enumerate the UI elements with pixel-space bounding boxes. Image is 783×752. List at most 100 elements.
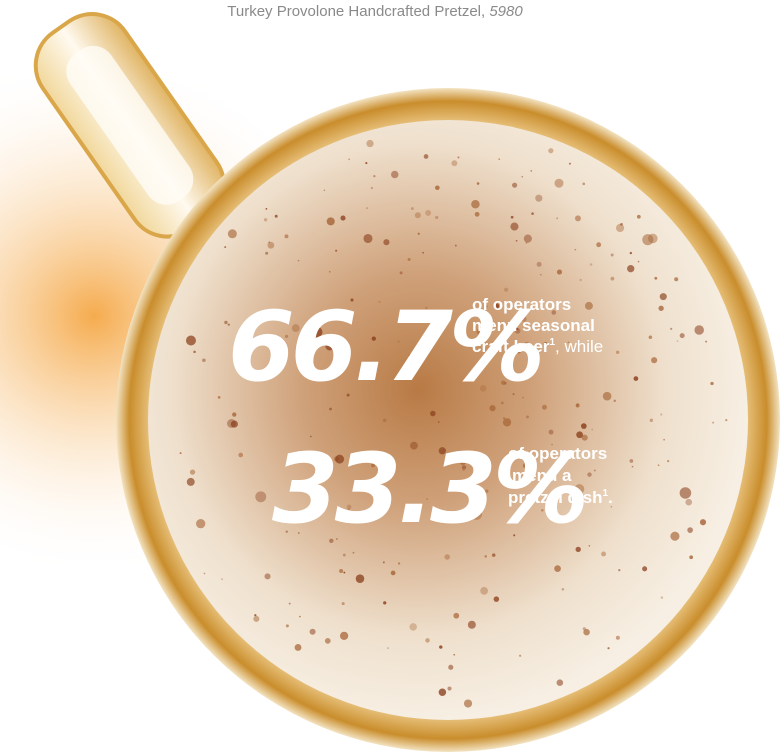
bubble: [676, 340, 679, 343]
bubble: [500, 401, 504, 405]
bubble: [366, 139, 374, 148]
bubble: [485, 305, 489, 308]
bubble: [453, 454, 456, 457]
label-line: menu seasonal: [472, 316, 595, 335]
bubble: [437, 421, 440, 423]
bubble: [629, 459, 634, 463]
bubble: [397, 340, 400, 343]
bubbles: [179, 139, 728, 708]
bubble: [574, 484, 585, 494]
bubble: [613, 399, 616, 403]
bubble: [667, 459, 670, 463]
bubble: [642, 234, 654, 246]
bubble: [470, 508, 483, 520]
bubble: [255, 491, 267, 503]
bubble: [512, 393, 515, 396]
bubble: [341, 602, 345, 606]
bubble: [576, 431, 583, 439]
footnote-mark: 1: [549, 337, 555, 348]
bubble: [365, 162, 368, 165]
bubble: [430, 410, 436, 417]
bubble: [451, 160, 458, 167]
bubble: [326, 217, 335, 226]
bubble: [186, 477, 195, 486]
bubble: [489, 405, 496, 412]
bubble: [299, 615, 301, 618]
bubble: [463, 699, 473, 708]
bubble: [339, 631, 349, 640]
bubble: [610, 253, 614, 257]
bubble: [217, 396, 221, 399]
bubble: [658, 305, 664, 311]
bubble: [520, 343, 524, 347]
bubble: [679, 333, 685, 339]
bubble: [193, 350, 196, 354]
bubble: [346, 504, 352, 510]
bubble: [439, 645, 443, 649]
bubble: [510, 215, 514, 219]
bubble: [224, 246, 227, 249]
bubble: [425, 306, 428, 310]
bubble: [663, 438, 665, 441]
stat-figure: 33.3%: [272, 433, 585, 545]
bubble: [551, 310, 557, 315]
bubble: [541, 509, 544, 512]
bubble: [561, 588, 565, 591]
bubble: [651, 357, 658, 364]
bubble: [435, 185, 440, 191]
bubble: [329, 407, 332, 411]
bubble: [574, 248, 577, 251]
bubble: [378, 300, 381, 303]
bubble: [584, 301, 593, 310]
bubble: [221, 578, 223, 581]
bubble: [268, 241, 271, 244]
bubble: [515, 239, 518, 242]
bubble: [556, 679, 564, 686]
bubble: [596, 242, 602, 248]
bubble: [382, 561, 385, 564]
bubble: [284, 334, 289, 338]
bubble: [425, 638, 430, 643]
bubble: [474, 211, 480, 217]
bubble: [224, 320, 228, 325]
bubble: [588, 545, 591, 547]
bubble: [291, 324, 300, 332]
bubble: [335, 454, 345, 464]
bubble: [493, 596, 500, 602]
bubble: [185, 335, 196, 346]
bubble: [414, 212, 421, 219]
bubble: [629, 251, 633, 255]
bubble: [568, 162, 571, 165]
bubble: [202, 358, 206, 363]
bubble: [386, 647, 389, 650]
bubble: [471, 200, 480, 209]
label-tail: .: [608, 488, 613, 507]
bubble: [230, 420, 238, 428]
bubble: [593, 469, 596, 472]
bubble: [310, 435, 312, 438]
bubble: [335, 249, 338, 252]
bubble: [689, 555, 694, 560]
bubble: [493, 303, 500, 309]
bubble: [516, 349, 522, 354]
bubble: [583, 628, 590, 636]
bubble: [306, 366, 310, 369]
bubble: [548, 148, 554, 154]
bubble: [344, 350, 349, 355]
bubble: [410, 207, 414, 211]
bubble: [694, 325, 704, 335]
bubble: [574, 215, 581, 222]
bubble: [725, 418, 728, 422]
bubble: [579, 278, 582, 282]
bubble: [459, 458, 467, 465]
bubble: [467, 620, 476, 629]
bubble: [350, 460, 353, 462]
bubble: [670, 327, 673, 330]
bubble: [288, 602, 291, 605]
bubble: [607, 647, 610, 650]
bubble: [551, 443, 553, 446]
bubble: [618, 568, 621, 572]
bubble: [297, 259, 300, 262]
bubble: [515, 327, 519, 331]
bubble: [679, 487, 692, 499]
